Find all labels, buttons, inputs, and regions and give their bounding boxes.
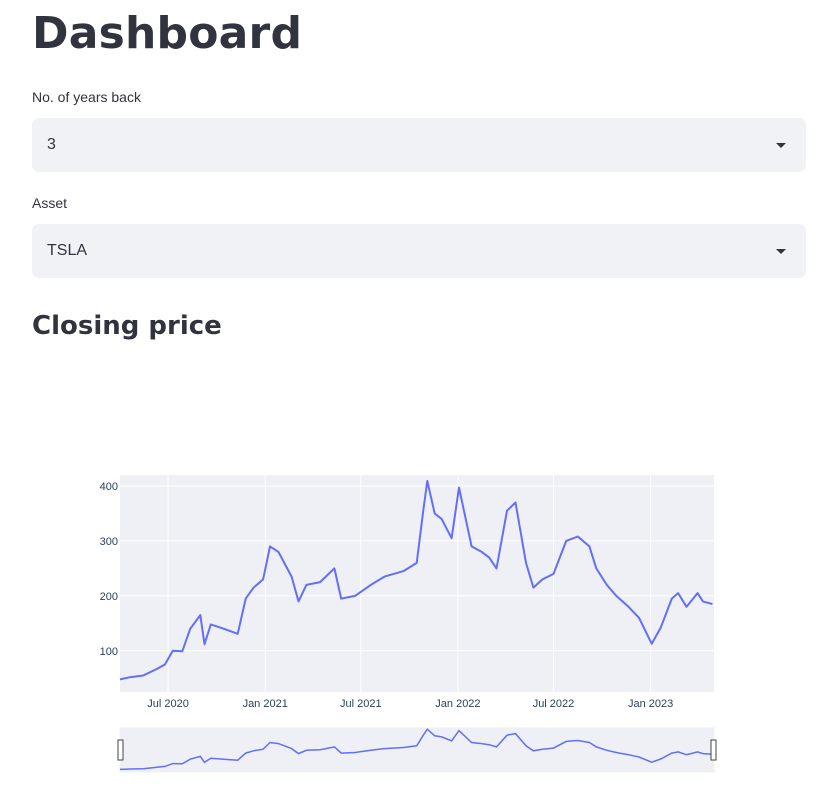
page-title: Dashboard: [32, 8, 303, 59]
years-back-select[interactable]: 3: [32, 118, 806, 172]
chevron-down-icon[interactable]: [776, 249, 786, 254]
asset-select[interactable]: TSLA: [32, 224, 806, 278]
closing-price-line: [119, 480, 713, 681]
x-tick-label: Jan 2023: [628, 698, 673, 710]
years-back-label: No. of years back: [32, 89, 141, 105]
years-back-value: 3: [47, 136, 56, 153]
range-slider-line: [119, 728, 713, 771]
plot-area: [120, 475, 714, 692]
y-tick-label: 100: [100, 646, 118, 658]
range-slider-right-handle[interactable]: [710, 739, 717, 761]
y-tick-label: 300: [100, 536, 118, 548]
x-tick-label: Jan 2021: [243, 698, 288, 710]
closing-price-subheader: Closing price: [32, 311, 222, 341]
range-slider-left-handle[interactable]: [117, 739, 124, 761]
y-tick-label: 200: [100, 591, 118, 603]
x-tick-label: Jan 2022: [435, 698, 480, 710]
asset-label: Asset: [32, 195, 68, 211]
asset-value: TSLA: [47, 242, 88, 259]
y-tick-label: 400: [100, 481, 118, 493]
chevron-down-icon[interactable]: [776, 143, 786, 148]
x-tick-label: Jul 2021: [340, 698, 382, 710]
x-tick-label: Jul 2020: [147, 698, 189, 710]
x-tick-label: Jul 2022: [533, 698, 575, 710]
range-slider[interactable]: [119, 727, 715, 773]
